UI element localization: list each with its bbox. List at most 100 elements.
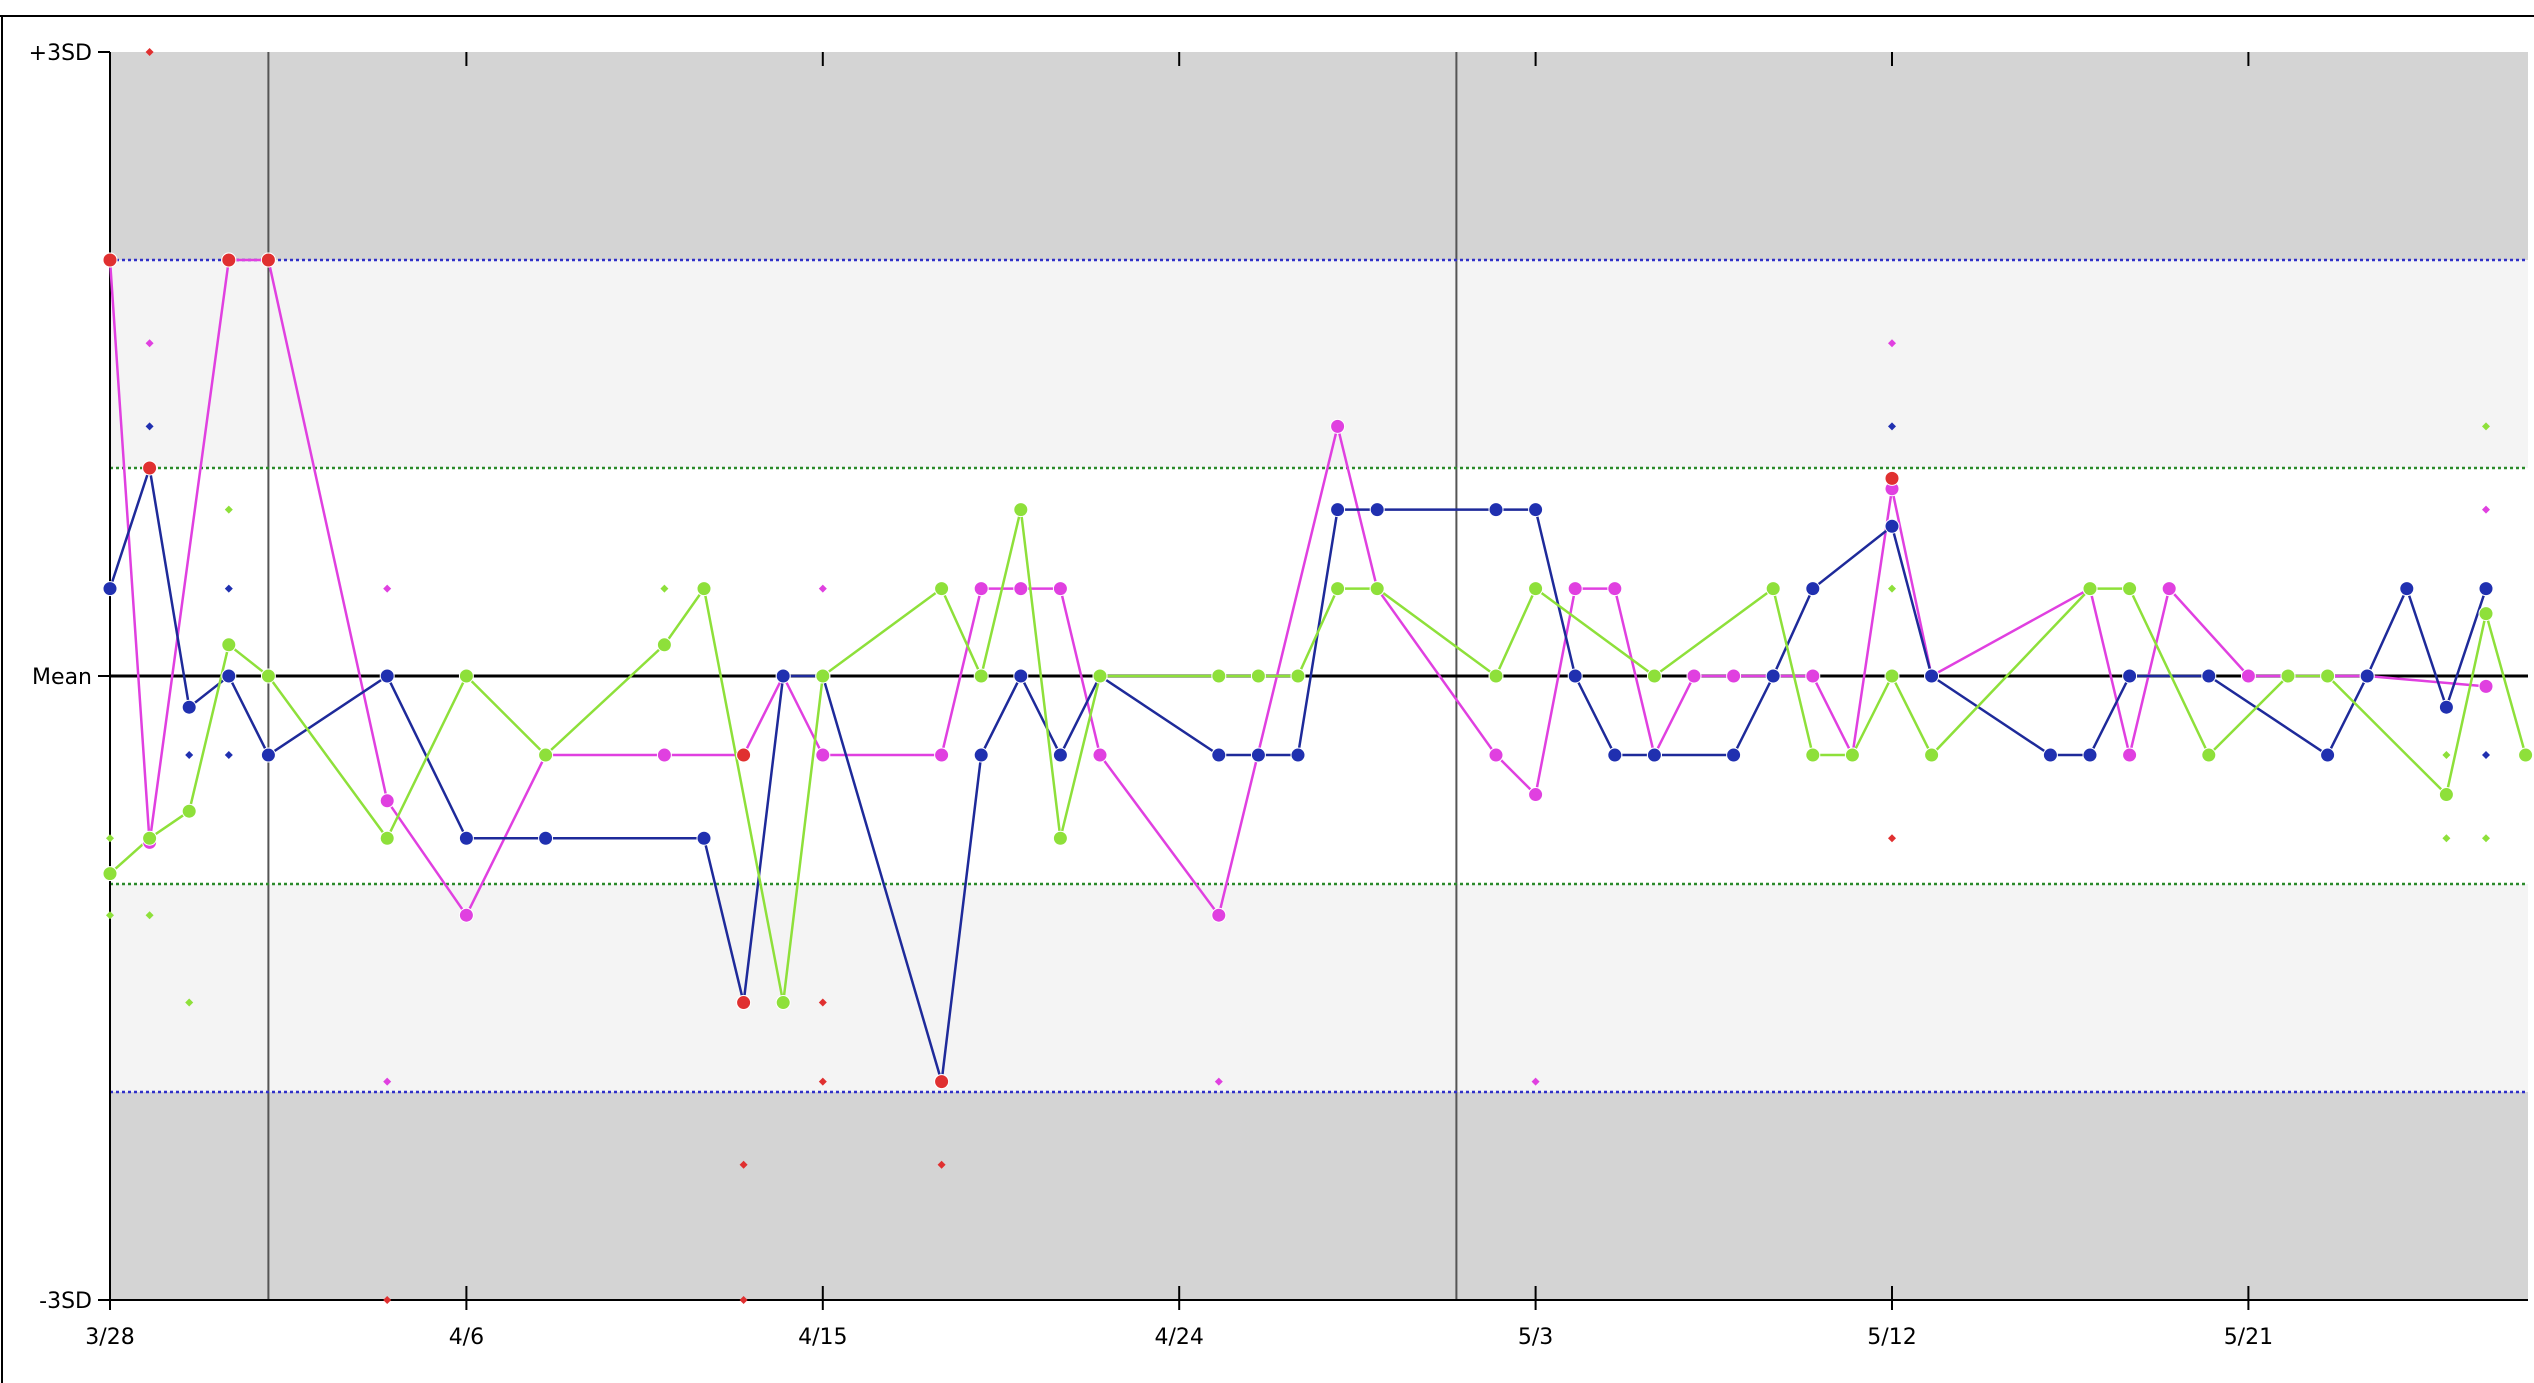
series-2-point-28 <box>1884 668 1900 684</box>
series-2-point-23 <box>1528 581 1544 597</box>
series-1-point-27 <box>1726 747 1742 763</box>
series-2-point-33 <box>2280 668 2296 684</box>
series-0-point-35 <box>2478 678 2494 694</box>
series-1-point-10 <box>775 668 791 684</box>
diamond-2-10 <box>2442 751 2451 760</box>
sd-band-4 <box>110 1092 2528 1300</box>
series-1-point-30 <box>1884 518 1900 534</box>
diamond-3-7 <box>1888 834 1896 843</box>
diamond-1-0 <box>145 422 154 431</box>
series-1-point-40 <box>2478 581 2494 597</box>
series-1-point-5 <box>379 668 395 684</box>
series-1-point-29 <box>1805 581 1821 597</box>
diamond-2-6 <box>1888 584 1896 593</box>
series-1-point-32 <box>2042 747 2058 763</box>
series-1-point-20 <box>1330 502 1346 518</box>
series-1-point-28 <box>1765 668 1781 684</box>
diamond-2-9 <box>2482 422 2490 431</box>
diamond-0-1 <box>383 584 392 593</box>
series-0-point-11 <box>934 747 950 763</box>
sd-band-0 <box>110 52 2528 260</box>
series-1-point-23 <box>1528 502 1544 518</box>
diamond-1-1 <box>185 751 194 760</box>
series-0-flag-point-0 <box>102 252 118 268</box>
diamond-0-3 <box>818 584 827 593</box>
series-0-point-13 <box>1013 581 1029 597</box>
series-2-point-3 <box>221 637 237 653</box>
series-1-flag-point-3 <box>934 1074 950 1090</box>
series-1-point-18 <box>1250 747 1266 763</box>
series-1-point-19 <box>1290 747 1306 763</box>
series-0-flag-point-3 <box>736 747 752 763</box>
diamond-2-0 <box>106 834 114 843</box>
diamond-2-3 <box>185 998 194 1007</box>
series-2-point-17 <box>1211 668 1227 684</box>
series-1-point-2 <box>181 699 197 715</box>
series-1-point-22 <box>1488 502 1504 518</box>
series-2-point-14 <box>1013 502 1029 518</box>
series-2-point-37 <box>2518 747 2534 763</box>
series-1-point-36 <box>2320 747 2336 763</box>
series-1-point-3 <box>221 668 237 684</box>
series-1-point-21 <box>1369 502 1385 518</box>
series-1-point-31 <box>1924 668 1940 684</box>
series-1-point-39 <box>2438 699 2454 715</box>
series-1-point-34 <box>2122 668 2138 684</box>
diamond-0-0 <box>145 339 154 348</box>
x-tick-label-3: 4/24 <box>1154 1325 1203 1350</box>
series-0-point-24 <box>1686 668 1702 684</box>
series-2-point-18 <box>1250 668 1266 684</box>
series-1-flag-point-1 <box>736 995 752 1011</box>
series-2-point-36 <box>2478 606 2494 622</box>
series-0-point-20 <box>1528 787 1544 803</box>
series-1-point-0 <box>102 581 118 597</box>
diamond-3-0 <box>145 48 154 56</box>
series-1-point-24 <box>1567 668 1583 684</box>
series-0-point-14 <box>1052 581 1068 597</box>
series-0-point-32 <box>2161 581 2177 597</box>
series-2-point-29 <box>1924 747 1940 763</box>
diamond-3-2 <box>739 1160 748 1169</box>
series-0-flag-point-2 <box>260 252 276 268</box>
series-2-point-12 <box>934 581 950 597</box>
series-1-point-38 <box>2399 581 2415 597</box>
diamond-3-1 <box>383 1296 392 1304</box>
series-0-point-5 <box>458 907 474 923</box>
y-tick-label-2: -3SD <box>39 1289 92 1314</box>
series-2-point-22 <box>1488 668 1504 684</box>
x-tick-label-4: 5/3 <box>1518 1325 1553 1350</box>
series-1-point-7 <box>538 830 554 846</box>
diamond-1-4 <box>1888 422 1896 431</box>
series-2-point-10 <box>775 995 791 1011</box>
sd-band-3 <box>110 884 2528 1092</box>
series-2-point-19 <box>1290 668 1306 684</box>
series-0-point-25 <box>1726 668 1742 684</box>
series-2-point-13 <box>973 668 989 684</box>
series-0-point-7 <box>656 747 672 763</box>
series-2-point-24 <box>1646 668 1662 684</box>
series-0-point-4 <box>379 793 395 809</box>
series-1-point-15 <box>1052 747 1068 763</box>
tick-labels: +3SD Mean -3SD 3/28 4/6 4/15 4/24 5/3 5/12 5/21 <box>29 41 2273 1350</box>
series-2-point-26 <box>1805 747 1821 763</box>
series-2-point-21 <box>1369 581 1385 597</box>
y-tick-label-1: Mean <box>32 665 92 690</box>
series-2-point-20 <box>1330 581 1346 597</box>
series-0-point-12 <box>973 581 989 597</box>
y-tick-label-0: +3SD <box>29 41 92 66</box>
diamond-2-8 <box>2482 834 2490 843</box>
series-2-point-1 <box>142 830 158 846</box>
series-2-point-34 <box>2320 668 2336 684</box>
x-tick-label-2: 4/15 <box>798 1325 847 1350</box>
x-tick-label-0: 3/28 <box>85 1325 134 1350</box>
series-line-0 <box>108 258 2487 919</box>
series-0-point-17 <box>1330 418 1346 434</box>
series-0-point-33 <box>2240 668 2256 684</box>
series-0-point-15 <box>1092 747 1108 763</box>
series-1-point-33 <box>2082 747 2098 763</box>
series-2-point-27 <box>1844 747 1860 763</box>
series-1-point-37 <box>2359 668 2375 684</box>
diamond-2-5 <box>660 584 669 593</box>
